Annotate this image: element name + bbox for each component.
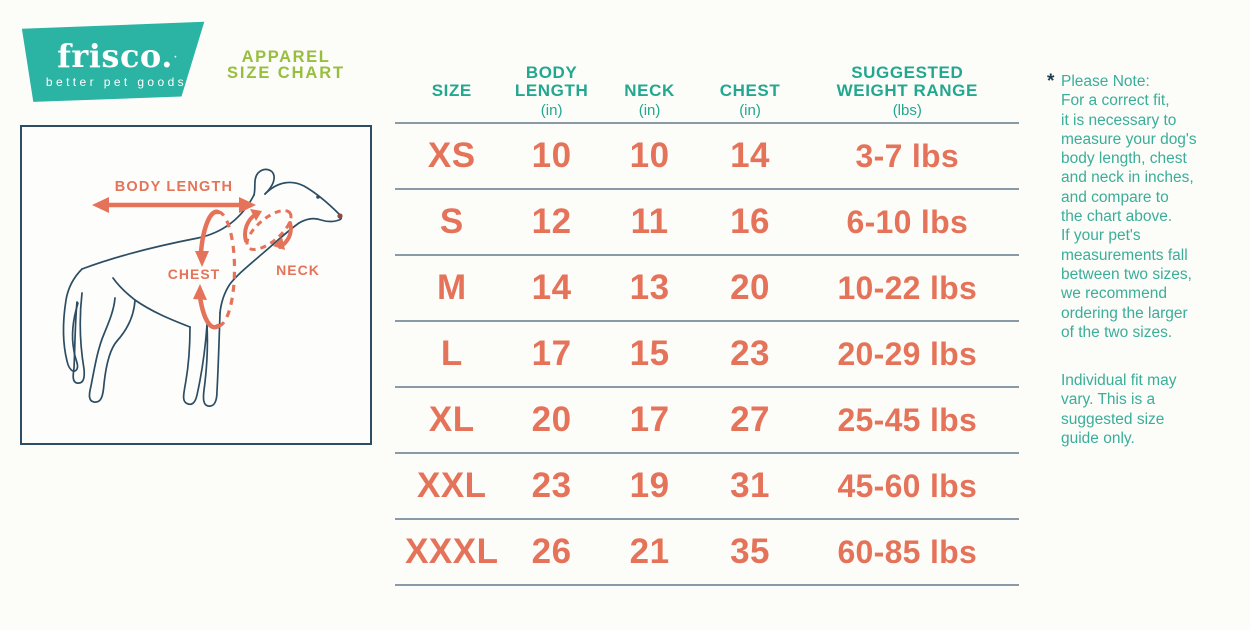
page-title-line2: SIZE CHART bbox=[227, 63, 345, 82]
chest-arc-upper bbox=[198, 209, 221, 255]
column-header-neck: NECK (in) bbox=[624, 81, 675, 120]
chest-arc-lower bbox=[197, 294, 221, 330]
body-length-label: BODY LENGTH bbox=[115, 179, 233, 195]
neck-value: 19 bbox=[629, 466, 670, 505]
page-title: APPAREL SIZE CHART bbox=[222, 48, 350, 82]
size-value: XS bbox=[427, 136, 476, 175]
table-row-xxl: XXL 23 19 31 45-60 lbs bbox=[395, 454, 1019, 520]
body-length-value: 17 bbox=[531, 334, 572, 373]
dog-illustration: BODY LENGTH CHEST NECK bbox=[62, 168, 343, 407]
please-note-section: * Please Note: For a correct fit, it is … bbox=[1047, 72, 1247, 448]
note-text-secondary: Individual fit may vary. This is a sugge… bbox=[1061, 372, 1177, 448]
body-length-value: 20 bbox=[531, 400, 572, 439]
page-title-line1: APPAREL bbox=[241, 48, 331, 66]
neck-value: 11 bbox=[630, 202, 669, 241]
chest-label: CHEST bbox=[168, 266, 220, 282]
weight-range-value: 20-29 lbs bbox=[837, 335, 978, 372]
table-row-s: S 12 11 16 6-10 lbs bbox=[395, 190, 1019, 256]
table-row-xs: XS 10 10 14 3-7 lbs bbox=[395, 124, 1019, 190]
size-table-body: XS 10 10 14 3-7 lbs S 12 11 16 6-10 lbs … bbox=[395, 122, 1019, 586]
size-value: XL bbox=[428, 400, 475, 439]
chest-value: 20 bbox=[730, 268, 770, 307]
body-length-arrow-left-icon bbox=[92, 197, 109, 213]
chest-value: 16 bbox=[730, 202, 770, 241]
table-row-xl: XL 20 17 27 25-45 lbs bbox=[395, 388, 1019, 454]
measurement-annotations: BODY LENGTH CHEST NECK bbox=[92, 179, 320, 330]
chest-arrow-up-icon bbox=[193, 284, 207, 300]
weight-range-value: 10-22 lbs bbox=[837, 269, 978, 306]
table-row-xxxl: XXXL 26 21 35 60-85 lbs bbox=[395, 520, 1019, 586]
body-length-value: 14 bbox=[531, 268, 572, 307]
chest-value: 35 bbox=[730, 532, 770, 571]
chest-value: 27 bbox=[730, 400, 770, 439]
neck-value: 21 bbox=[629, 532, 670, 571]
table-row-l: L 17 15 23 20-29 lbs bbox=[395, 322, 1019, 388]
dog-nose bbox=[337, 213, 343, 219]
weight-range-value: 60-85 lbs bbox=[837, 533, 978, 570]
logo-trademark-dot: · bbox=[173, 52, 178, 63]
logo-brand-text: frisco. bbox=[57, 36, 173, 75]
body-length-arrow-right-icon bbox=[239, 197, 256, 213]
note-asterisk: * bbox=[1047, 71, 1055, 92]
weight-range-value: 3-7 lbs bbox=[855, 137, 960, 174]
body-length-value: 26 bbox=[531, 532, 572, 571]
dog-outline bbox=[62, 168, 343, 407]
logo-tagline: better pet goods bbox=[45, 74, 188, 89]
column-header-size: SIZE bbox=[431, 81, 472, 100]
body-length-value: 10 bbox=[531, 136, 572, 175]
size-value: XXL bbox=[416, 466, 487, 505]
weight-range-value: 6-10 lbs bbox=[846, 203, 969, 240]
size-table-header: SIZE BODY LENGTH (in) NECK (in) CHEST (i… bbox=[395, 42, 1019, 122]
neck-arrow-upper-icon bbox=[250, 209, 262, 221]
size-table: SIZE BODY LENGTH (in) NECK (in) CHEST (i… bbox=[395, 42, 1019, 586]
chest-arrow-down-icon bbox=[195, 251, 209, 267]
size-value: M bbox=[436, 268, 467, 307]
neck-ellipse bbox=[245, 209, 293, 251]
weight-range-value: 45-60 lbs bbox=[837, 467, 978, 504]
weight-range-value: 25-45 lbs bbox=[837, 401, 978, 438]
dog-eye bbox=[316, 195, 320, 199]
size-value: S bbox=[439, 202, 464, 241]
column-header-body-length: BODY LENGTH (in) bbox=[514, 63, 589, 120]
chest-value: 23 bbox=[730, 334, 770, 373]
size-value: L bbox=[440, 334, 463, 373]
neck-value: 10 bbox=[629, 136, 670, 175]
neck-value: 15 bbox=[629, 334, 670, 373]
column-header-chest: CHEST (in) bbox=[719, 81, 781, 120]
neck-arc-upper bbox=[243, 212, 258, 243]
neck-value: 17 bbox=[629, 400, 670, 439]
note-text-primary: Please Note: For a correct fit, it is ne… bbox=[1061, 73, 1197, 341]
chest-value: 14 bbox=[730, 136, 770, 175]
logo-wordmark: frisco. · bbox=[57, 36, 177, 75]
neck-arrow-lower-icon bbox=[273, 237, 285, 250]
measurement-diagram-box: BODY LENGTH CHEST NECK bbox=[20, 125, 372, 445]
body-length-value: 23 bbox=[531, 466, 572, 505]
chest-value: 31 bbox=[730, 466, 770, 505]
table-row-m: M 14 13 20 10-22 lbs bbox=[395, 256, 1019, 322]
body-length-value: 12 bbox=[531, 202, 572, 241]
neck-value: 13 bbox=[629, 268, 670, 307]
column-header-weight-range: SUGGESTED WEIGHT RANGE (lbs) bbox=[836, 63, 978, 120]
size-value: XXXL bbox=[405, 532, 499, 571]
neck-label: NECK bbox=[276, 262, 320, 278]
frisco-logo: frisco. · better pet goods bbox=[21, 21, 205, 102]
